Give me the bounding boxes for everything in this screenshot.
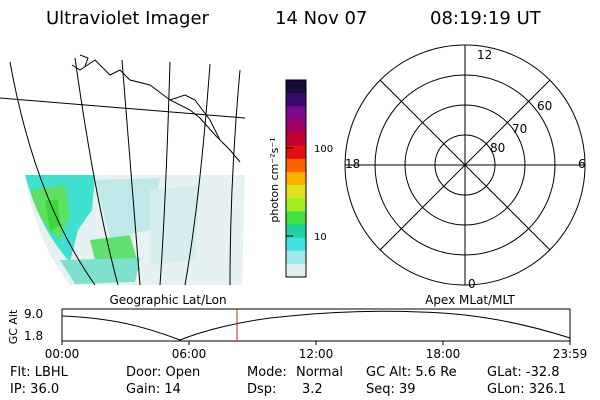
colorbar-cell xyxy=(286,145,306,160)
colorbar-cell xyxy=(286,250,306,265)
colorbar-cell xyxy=(286,185,306,199)
colorbar-cell xyxy=(286,224,306,239)
colorbar-cell xyxy=(286,93,306,107)
alt-xtick-1: 06:00 xyxy=(172,347,207,361)
mlt-label-0: 0 xyxy=(468,277,476,291)
mlat-label-70: 70 xyxy=(512,122,527,136)
colorbar-cell xyxy=(286,263,306,278)
alt-xtick-3: 18:00 xyxy=(426,347,461,361)
altitude-plot xyxy=(61,308,571,345)
date-label: 14 Nov 07 xyxy=(275,8,368,29)
colorbar-cell xyxy=(286,211,306,225)
alt-ytick-9: 9.0 xyxy=(24,307,43,321)
colorbar-cell xyxy=(286,132,306,147)
mlt-label-12: 12 xyxy=(477,48,492,62)
colorbar: 100 10 photon cm⁻²s⁻¹ xyxy=(268,79,333,278)
dsp-info: Dsp: xyxy=(247,382,277,397)
dsp-value: 3.2 xyxy=(302,382,323,397)
aurora-emission xyxy=(25,175,245,285)
colorbar-unit-label: photon cm⁻²s⁻¹ xyxy=(268,137,281,222)
instrument-title: Ultraviolet Imager xyxy=(46,8,209,29)
colorbar-cell xyxy=(286,119,306,134)
seq-info: Seq: 39 xyxy=(366,382,416,397)
colorbar-tick-10: 10 xyxy=(314,232,327,243)
mlt-label-18: 18 xyxy=(345,157,360,171)
mlat-label-80: 80 xyxy=(490,141,505,155)
colorbar-tick-100: 100 xyxy=(314,144,333,155)
mlt-label-6: 6 xyxy=(578,157,586,171)
polar-panel-label: Apex MLat/MLT xyxy=(425,293,515,307)
alt-ylabel: GC Alt xyxy=(7,309,20,344)
filter-info: Flt: LBHL xyxy=(10,365,68,380)
mlat-label-60: 60 xyxy=(537,99,552,113)
colorbar-cell xyxy=(286,198,306,212)
colorbar-cell xyxy=(286,171,306,186)
mode-info: Mode: xyxy=(247,365,287,380)
alt-xtick-4: 23:59 xyxy=(553,347,588,361)
glat-info: GLat: -32.8 xyxy=(487,365,560,380)
mode-value: Normal xyxy=(296,365,344,380)
gc-alt-info: GC Alt: 5.6 Re xyxy=(366,365,457,380)
colorbar-cell xyxy=(286,158,306,173)
door-info: Door: Open xyxy=(126,365,201,380)
alt-ytick-1-8: 1.8 xyxy=(24,329,43,343)
alt-xtick-0: 00:00 xyxy=(45,347,80,361)
geo-panel-label: Geographic Lat/Lon xyxy=(109,293,226,307)
gain-info: Gain: 14 xyxy=(126,382,181,397)
colorbar-cell xyxy=(286,80,306,94)
polar-plot xyxy=(344,44,586,286)
colorbar-cell xyxy=(286,106,306,120)
colorbar-cell xyxy=(286,237,306,252)
ip-info: IP: 36.0 xyxy=(10,382,60,397)
geographic-map xyxy=(0,54,246,286)
glon-info: GLon: 326.1 xyxy=(487,382,567,397)
alt-xtick-2: 12:00 xyxy=(299,347,334,361)
time-label: 08:19:19 UT xyxy=(430,8,541,29)
